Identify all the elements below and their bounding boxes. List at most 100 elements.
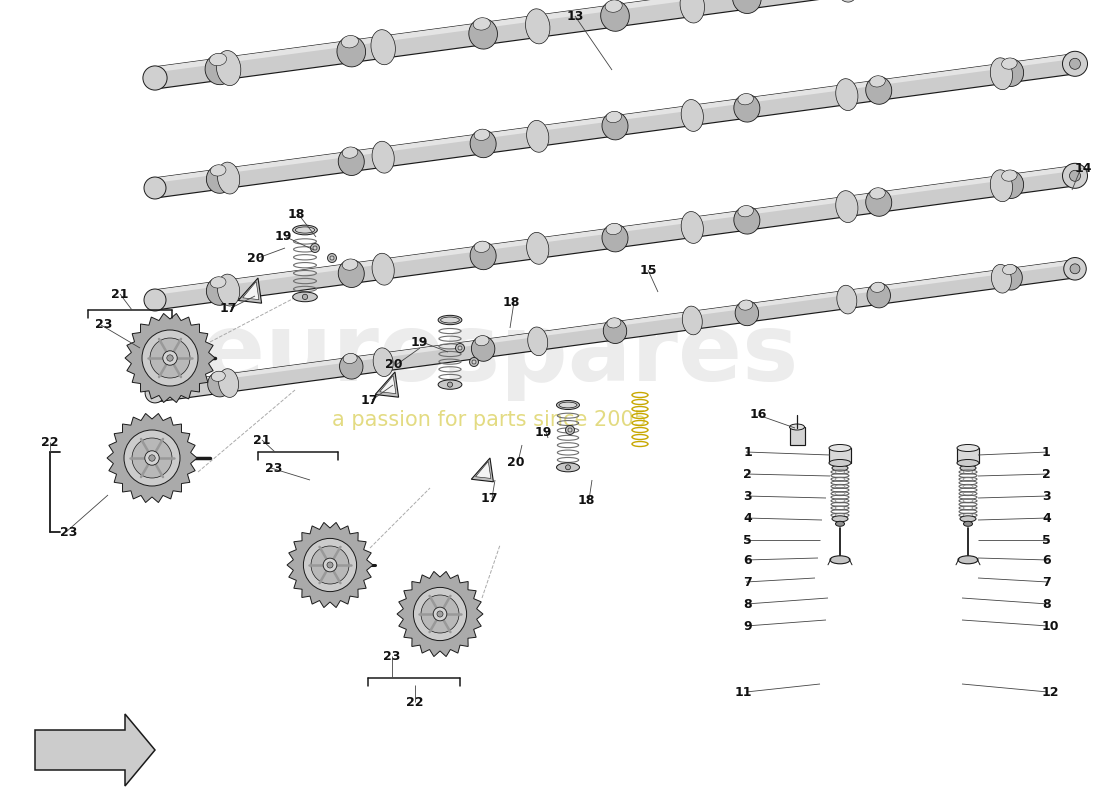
Ellipse shape — [343, 354, 358, 363]
Polygon shape — [125, 314, 214, 402]
Ellipse shape — [341, 35, 359, 48]
Ellipse shape — [999, 265, 1022, 290]
Ellipse shape — [603, 318, 627, 343]
Polygon shape — [154, 166, 1075, 295]
Text: 7: 7 — [1042, 575, 1050, 589]
Circle shape — [304, 538, 356, 592]
Circle shape — [470, 358, 478, 366]
Ellipse shape — [557, 463, 580, 472]
Ellipse shape — [527, 121, 549, 152]
Ellipse shape — [734, 94, 760, 122]
Text: 4: 4 — [1042, 511, 1050, 525]
Text: 21: 21 — [111, 287, 129, 301]
Ellipse shape — [302, 294, 308, 299]
Ellipse shape — [680, 0, 704, 23]
Circle shape — [310, 243, 319, 253]
Ellipse shape — [1063, 51, 1088, 76]
Ellipse shape — [835, 0, 859, 2]
Ellipse shape — [470, 242, 496, 270]
Text: 20: 20 — [506, 455, 524, 469]
Text: 21: 21 — [253, 434, 271, 446]
Polygon shape — [287, 522, 373, 607]
Text: 12: 12 — [1042, 686, 1059, 698]
Polygon shape — [397, 571, 483, 657]
Ellipse shape — [607, 318, 620, 328]
Ellipse shape — [960, 465, 976, 471]
Text: 23: 23 — [60, 526, 77, 538]
Ellipse shape — [837, 286, 857, 314]
Ellipse shape — [836, 190, 858, 222]
Ellipse shape — [144, 289, 166, 311]
Ellipse shape — [218, 162, 240, 194]
Polygon shape — [375, 372, 398, 397]
Ellipse shape — [145, 383, 165, 403]
Ellipse shape — [1070, 264, 1080, 274]
Circle shape — [323, 558, 337, 572]
Polygon shape — [107, 414, 197, 502]
Ellipse shape — [473, 18, 491, 30]
Ellipse shape — [601, 1, 629, 31]
Ellipse shape — [144, 177, 166, 199]
Ellipse shape — [219, 369, 239, 398]
Ellipse shape — [143, 66, 167, 90]
Text: 6: 6 — [1042, 554, 1050, 566]
Ellipse shape — [338, 147, 364, 175]
Ellipse shape — [870, 76, 886, 87]
Text: 3: 3 — [744, 490, 752, 502]
Circle shape — [330, 256, 334, 260]
Ellipse shape — [373, 348, 393, 377]
Circle shape — [327, 562, 333, 568]
Ellipse shape — [991, 265, 1011, 293]
Circle shape — [142, 330, 198, 386]
Bar — [957, 448, 979, 463]
Ellipse shape — [337, 36, 365, 67]
Ellipse shape — [790, 424, 804, 430]
Text: 11: 11 — [735, 686, 752, 698]
Ellipse shape — [372, 254, 394, 285]
Text: 13: 13 — [566, 10, 584, 22]
Text: 1: 1 — [1042, 446, 1050, 458]
Text: 18: 18 — [287, 209, 305, 222]
Polygon shape — [154, 260, 1075, 389]
Circle shape — [433, 607, 447, 621]
Ellipse shape — [438, 380, 462, 390]
Ellipse shape — [438, 315, 462, 325]
Ellipse shape — [209, 54, 227, 66]
Polygon shape — [154, 54, 1076, 198]
Polygon shape — [475, 462, 491, 478]
Ellipse shape — [293, 292, 317, 302]
Ellipse shape — [557, 401, 580, 410]
Text: 4: 4 — [744, 511, 752, 525]
Text: 17: 17 — [220, 302, 236, 314]
Circle shape — [314, 246, 317, 250]
Ellipse shape — [527, 233, 549, 264]
Text: 8: 8 — [1042, 598, 1050, 610]
Text: 23: 23 — [265, 462, 283, 474]
Ellipse shape — [960, 516, 976, 522]
Text: 2: 2 — [744, 467, 752, 481]
Ellipse shape — [606, 223, 621, 234]
Circle shape — [568, 428, 572, 432]
Text: 19: 19 — [275, 230, 292, 243]
Text: 17: 17 — [361, 394, 378, 406]
Ellipse shape — [211, 371, 226, 382]
Ellipse shape — [836, 78, 858, 110]
Ellipse shape — [867, 282, 891, 308]
Text: 6: 6 — [744, 554, 752, 566]
Text: 23: 23 — [383, 650, 400, 662]
Polygon shape — [154, 0, 1075, 73]
Text: 20: 20 — [246, 251, 264, 265]
Text: 5: 5 — [1042, 534, 1050, 546]
Ellipse shape — [1002, 264, 1016, 274]
Circle shape — [414, 587, 466, 641]
Circle shape — [163, 350, 177, 365]
Text: 2: 2 — [1042, 467, 1050, 481]
Ellipse shape — [871, 282, 884, 292]
Circle shape — [437, 611, 443, 617]
Ellipse shape — [441, 317, 460, 323]
Text: 17: 17 — [481, 491, 498, 505]
Polygon shape — [154, 54, 1075, 183]
Circle shape — [132, 438, 172, 478]
Text: 7: 7 — [744, 575, 752, 589]
Circle shape — [421, 595, 459, 633]
